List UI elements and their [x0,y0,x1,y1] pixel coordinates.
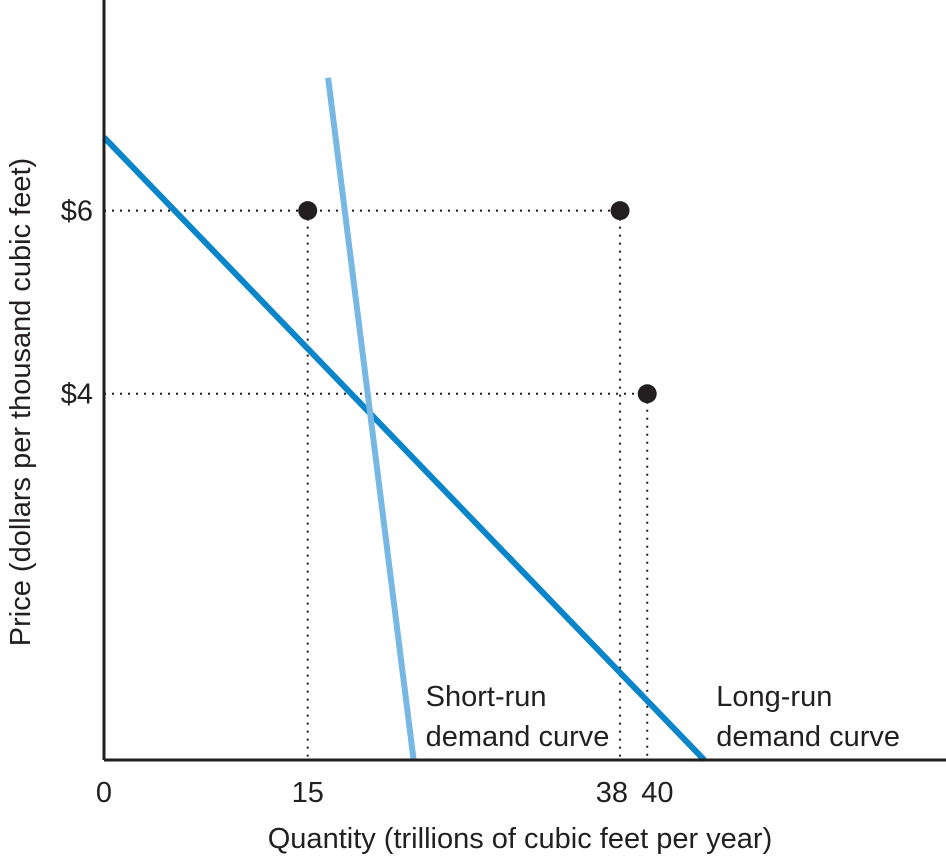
series-labels: Long-run demand curve Short-run demand curv… [426,681,900,753]
x-tick-label-38: 38 [596,777,628,809]
short-run-demand-curve-label-line-0: Short-run [426,681,547,713]
x-tick-label-15: 15 [292,777,324,809]
y-axis-label: Price (dollars per thousand cubic feet) [5,158,37,646]
short-run-demand-curve-label-line-1: demand curve [426,721,610,753]
data-point-0 [298,201,318,221]
long-run-demand-curve-line [101,135,707,763]
y-tick-label-6: $6 [61,196,93,228]
x-tick-label-40: 40 [641,777,673,809]
y-tick-labels: $6 $4 [61,196,93,411]
data-point-2 [637,384,657,404]
x-tick-labels: 0 15 38 40 [96,777,674,809]
long-run-demand-curve-label-line-1: demand curve [716,721,900,753]
data-points [298,201,657,404]
x-axis-label: Quantity (trillions of cubic feet per ye… [268,823,772,855]
x-tick-label-0: 0 [96,777,112,809]
series-lines [101,77,707,763]
y-tick-label-4: $4 [61,379,93,411]
data-point-1 [610,201,630,221]
short-run-demand-curve-line [325,77,417,761]
long-run-demand-curve-label-line-0: Long-run [716,681,832,713]
guide-lines [104,209,649,760]
